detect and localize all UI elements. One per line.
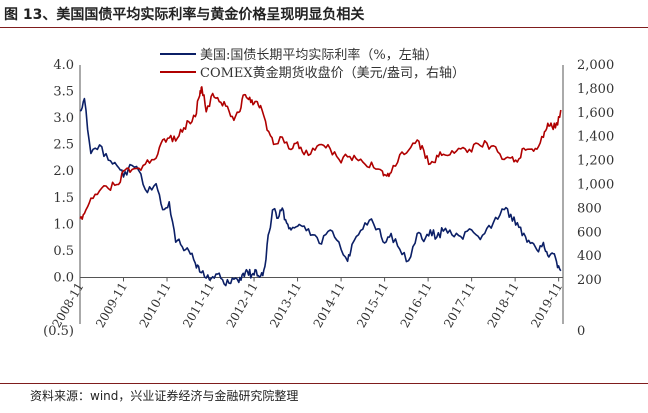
right-tick-label: 1,600 <box>577 106 614 121</box>
right-tick-label: 1,200 <box>577 154 614 169</box>
x-tick-label: 2011-11 <box>180 280 217 330</box>
right-tick-label: 600 <box>577 225 602 240</box>
right-tick-label: 800 <box>577 201 602 216</box>
right-tick-label: 1,000 <box>577 178 614 193</box>
right-axis-ticks: 0 200 400 600 800 1,000 1,200 1,400 1,600 1,800 2,… <box>577 58 614 339</box>
x-tick-label: 2010-11 <box>137 280 174 330</box>
x-tick-label: 2016-11 <box>398 280 435 330</box>
right-tick-label: 200 <box>577 273 602 288</box>
left-axis-ticks: (0.5) 0.0 0.5 1.0 1.5 2.0 2.5 3.0 3.5 4.0 <box>43 58 74 339</box>
x-tick-label: 2018-11 <box>485 280 522 330</box>
left-tick-label: 1.5 <box>53 191 74 206</box>
x-tick-label: 2014-11 <box>311 280 348 330</box>
legend-label: COMEX黄金期货收盘价（美元/盎司，右轴） <box>200 65 465 81</box>
left-tick-label: 3.0 <box>53 111 74 126</box>
left-tick-label: 3.5 <box>53 85 74 100</box>
series-line-real-rate <box>79 97 562 287</box>
x-tick-label: 2017-11 <box>441 280 478 330</box>
right-tick-label: 400 <box>577 249 602 264</box>
series-line-gold-price <box>79 86 562 220</box>
left-tick-label: (0.5) <box>43 324 74 339</box>
left-tick-label: 0.5 <box>53 244 74 259</box>
right-tick-label: 1,800 <box>577 82 614 97</box>
left-tick-label: 4.0 <box>53 58 74 73</box>
title-rule <box>0 27 648 28</box>
x-tick-label: 2013-11 <box>267 280 304 330</box>
left-tick-label: 1.0 <box>53 217 74 232</box>
left-tick-label: 2.5 <box>53 138 74 153</box>
x-tick-label: 2012-11 <box>224 280 261 330</box>
right-tick-label: 2,000 <box>577 58 614 73</box>
left-tick-label: 2.0 <box>53 164 74 179</box>
x-axis-ticks: 2008-11 2009-11 2010-11 2011-11 2012-11 2013-… <box>50 277 565 330</box>
source-rule <box>0 383 648 384</box>
x-tick-label: 2015-11 <box>354 280 391 330</box>
x-tick-label: 2008-11 <box>50 280 87 330</box>
axes <box>79 65 564 324</box>
right-tick-label: 0 <box>577 324 585 339</box>
series-layer <box>79 86 562 287</box>
figure-title: 图 13、美国国债平均实际利率与黄金价格呈现明显负相关 <box>4 7 365 23</box>
right-tick-label: 1,400 <box>577 130 614 145</box>
x-tick-label: 2019-11 <box>528 280 565 330</box>
source-note: 资料来源：wind，兴业证券经济与金融研究院整理 <box>30 389 299 403</box>
left-tick-label: 0.0 <box>53 270 74 285</box>
legend-label: 美国:国债长期平均实际利率（%，左轴） <box>200 47 438 63</box>
x-tick-label: 2009-11 <box>93 280 130 330</box>
legend: 美国:国债长期平均实际利率（%，左轴） COMEX黄金期货收盘价（美元/盎司，右轴… <box>160 47 465 81</box>
